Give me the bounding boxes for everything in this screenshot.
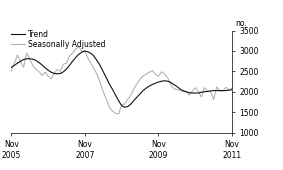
Text: no.: no. [235, 19, 246, 28]
Legend: Trend, Seasonally Adjusted: Trend, Seasonally Adjusted [11, 30, 106, 49]
